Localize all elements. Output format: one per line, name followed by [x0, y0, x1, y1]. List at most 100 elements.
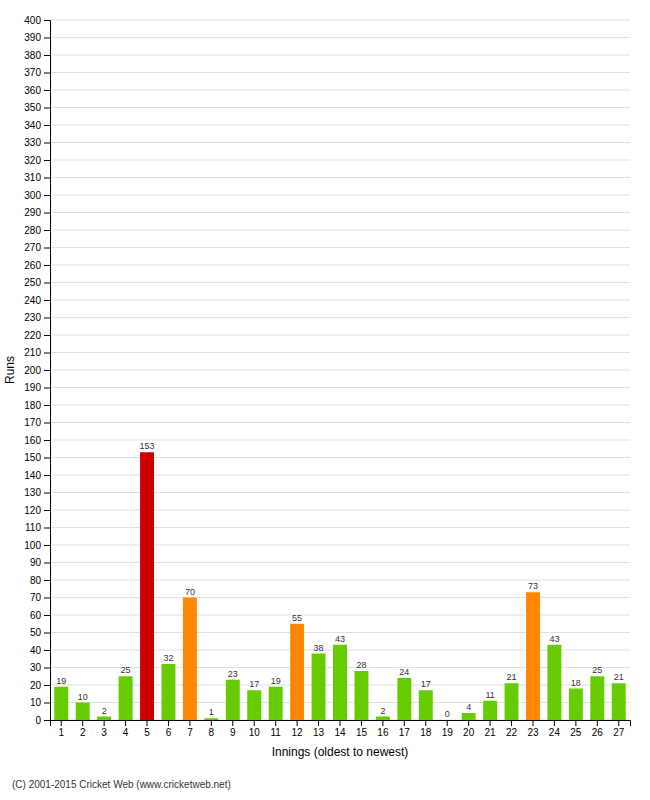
- y-tick-label: 270: [24, 242, 41, 253]
- grid-line: [50, 265, 630, 266]
- bar: [547, 645, 561, 720]
- y-tick-label: 10: [30, 697, 42, 708]
- data-label: 2: [380, 706, 385, 716]
- y-tick: 0: [35, 715, 50, 726]
- bar: [419, 690, 433, 720]
- y-tick-mark: [44, 283, 50, 284]
- x-tick-mark: [511, 720, 512, 726]
- y-tick-mark: [44, 213, 50, 214]
- data-label: 0: [445, 709, 450, 719]
- bar: [290, 624, 304, 720]
- data-label: 25: [592, 665, 602, 675]
- bar: [204, 718, 218, 720]
- x-tick: 19: [442, 720, 454, 738]
- y-tick: 270: [24, 242, 50, 253]
- y-axis-line: [44, 21, 51, 721]
- x-tick-label: 12: [292, 727, 304, 738]
- y-tick-label: 140: [24, 470, 41, 481]
- y-tick-mark: [44, 440, 50, 441]
- y-tick-label: 380: [24, 50, 41, 61]
- y-tick: 180: [24, 400, 50, 411]
- data-label: 38: [314, 643, 324, 653]
- bar: [54, 687, 68, 720]
- y-tick: 350: [24, 102, 50, 113]
- y-tick: 230: [24, 312, 50, 323]
- y-tick-label: 180: [24, 400, 41, 411]
- y-tick: 300: [24, 190, 50, 201]
- data-label: 21: [614, 672, 624, 682]
- y-tick-mark: [44, 108, 50, 109]
- x-tick-label: 17: [399, 727, 411, 738]
- y-tick-mark: [44, 248, 50, 249]
- y-tick: 40: [30, 645, 50, 656]
- x-tick-label: 1: [58, 727, 64, 738]
- grid-line: [50, 527, 630, 528]
- x-tick-mark: [318, 720, 319, 726]
- y-tick-label: 120: [24, 505, 41, 516]
- grid-line: [50, 580, 630, 581]
- x-tick-mark: [361, 720, 362, 726]
- x-tick-label: 23: [527, 727, 539, 738]
- chart-container: 0102030405060708090100110120130140150160…: [0, 0, 650, 800]
- bar: [97, 717, 111, 721]
- x-tick: 11: [270, 720, 281, 738]
- x-tick: 8: [209, 720, 215, 738]
- x-tick: 22: [506, 720, 518, 738]
- y-tick: 260: [24, 260, 50, 271]
- x-tick-mark: [189, 720, 190, 726]
- x-tick-mark: [554, 720, 555, 726]
- grid-line: [50, 387, 630, 388]
- x-tick-label: 20: [463, 727, 475, 738]
- y-tick-mark: [44, 475, 50, 476]
- data-label: 25: [121, 665, 131, 675]
- y-tick-mark: [44, 545, 50, 546]
- y-tick-mark: [44, 20, 50, 21]
- y-tick-label: 400: [24, 15, 41, 26]
- grid-line: [50, 457, 630, 458]
- y-tick-mark: [44, 335, 50, 336]
- x-tick: 13: [313, 720, 325, 738]
- grid-line: [50, 370, 630, 371]
- x-tick-mark: [82, 720, 83, 726]
- y-tick: 360: [24, 85, 50, 96]
- x-tick: 2: [80, 720, 86, 738]
- y-tick: 60: [30, 610, 50, 621]
- x-tick-mark: [532, 720, 533, 726]
- bar: [505, 683, 519, 720]
- y-tick: 80: [30, 575, 50, 586]
- y-tick-mark: [44, 580, 50, 581]
- y-tick: 190: [24, 382, 50, 393]
- grid-line: [50, 72, 630, 73]
- plot: 0102030405060708090100110120130140150160…: [3, 15, 631, 759]
- y-tick-label: 90: [30, 557, 42, 568]
- y-tick: 50: [30, 627, 50, 638]
- y-axis: 0102030405060708090100110120130140150160…: [24, 15, 50, 726]
- y-tick-label: 60: [30, 610, 42, 621]
- y-tick-mark: [44, 55, 50, 56]
- grid-line: [50, 37, 630, 38]
- x-tick-label: 18: [420, 727, 432, 738]
- x-tick: 21: [485, 720, 497, 738]
- data-label: 11: [485, 690, 494, 700]
- bar: [269, 687, 283, 720]
- bar: [569, 689, 583, 721]
- y-tick: 340: [24, 120, 50, 131]
- data-label: 23: [228, 669, 238, 679]
- data-label: 4: [466, 702, 471, 712]
- grid-line: [50, 405, 630, 406]
- x-tick-label: 27: [613, 727, 625, 738]
- y-tick-label: 190: [24, 382, 41, 393]
- y-tick-mark: [44, 73, 50, 74]
- bar: [462, 713, 476, 720]
- data-label: 2: [102, 706, 107, 716]
- x-tick-label: 24: [549, 727, 561, 738]
- data-label: 70: [185, 587, 195, 597]
- x-tick: 10: [249, 720, 261, 738]
- grid-line: [50, 142, 630, 143]
- y-axis-title: Runs: [3, 356, 17, 384]
- y-tick-label: 110: [25, 522, 41, 533]
- y-tick-mark: [44, 493, 50, 494]
- y-tick-mark: [44, 633, 50, 634]
- y-tick-label: 250: [24, 277, 41, 288]
- x-tick-label: 11: [270, 727, 281, 738]
